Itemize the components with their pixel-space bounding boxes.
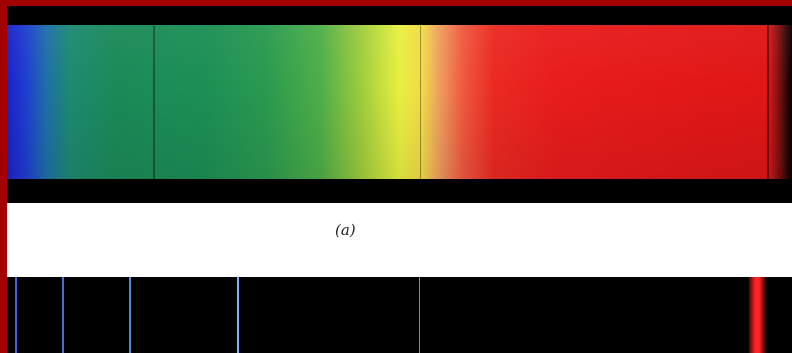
emission-line-violet xyxy=(15,277,17,353)
emission-line-blue-1 xyxy=(62,277,64,353)
absorption-line xyxy=(767,25,769,179)
emission-line-blue-3 xyxy=(237,277,239,353)
emission-line-blue-2 xyxy=(129,277,131,353)
absorption-line xyxy=(420,25,421,179)
figure-panel: (a) xyxy=(7,6,792,353)
emission-line-red xyxy=(749,277,765,353)
caption-strip: (a) xyxy=(7,203,792,277)
spectrum-sheen xyxy=(7,25,792,179)
emission-line-yellow xyxy=(419,277,420,353)
figure-caption-label: (a) xyxy=(335,221,356,239)
emission-line-spectrum xyxy=(7,277,792,353)
continuous-spectrum xyxy=(7,25,792,179)
absorption-line xyxy=(153,25,155,179)
